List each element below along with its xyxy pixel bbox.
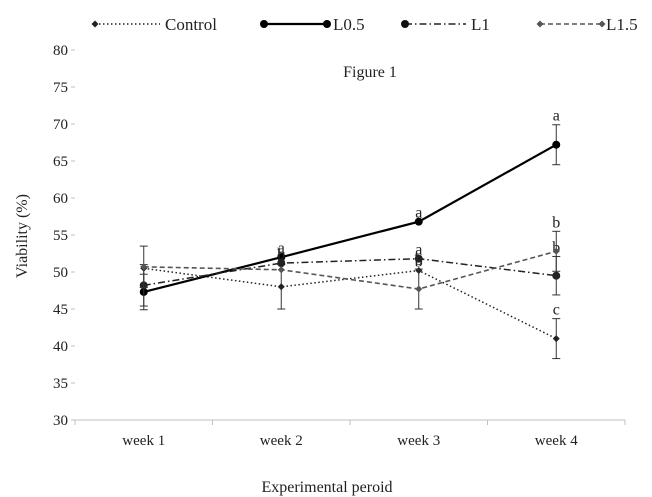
legend-label-l15: L1.5 [606,15,638,34]
x-axis-title: Experimental peroid [261,479,392,496]
y-tick-label: 50 [53,265,68,281]
data-point [277,266,285,274]
data-point [552,247,560,255]
legend-label-l1: L1 [471,15,490,34]
significance-label: a [278,240,285,257]
y-tick-label: 40 [53,339,68,355]
significance-label: b [415,252,423,269]
y-tick-label: 60 [53,191,68,207]
data-point [414,217,423,226]
data-point [552,271,561,280]
data-point [277,283,285,291]
data-point [414,254,423,263]
x-tick-label: week 2 [260,433,303,449]
significance-label: a [415,205,422,222]
legend-item-l15: L1.5 [536,15,638,34]
y-tick-label: 70 [53,117,68,133]
legend-marker-l1-left [401,20,409,28]
x-tick-label: week 4 [535,433,578,449]
series-line [143,143,557,294]
data-point [277,259,286,268]
y-tick-label: 75 [53,80,68,96]
significance-label: b [277,246,285,263]
significance-label: a [553,108,560,125]
x-axis: week 1 week 2 week 3 week 4 [74,420,626,449]
significance-label: c [553,302,560,319]
figure-label: Figure 1 [343,64,397,81]
x-tick-label: week 1 [122,433,165,449]
legend-marker-l15-right [598,20,606,28]
y-axis: 30 35 40 45 50 55 60 65 70 75 80 [53,43,75,429]
legend-marker-l05-right [323,20,331,28]
significance-label: b [552,214,560,231]
y-tick-label: 55 [53,228,68,244]
series-control: bbc [140,248,561,360]
legend-marker-control-left [91,20,99,28]
y-axis-title: Viability (%) [14,194,31,278]
legend-item-l05: L0.5 [260,15,365,34]
series-line [143,250,557,290]
legend-label-control: Control [165,15,217,34]
y-tick-label: 80 [53,43,68,59]
y-tick-label: 65 [53,154,68,170]
legend-marker-l15-left [536,20,544,28]
data-point [552,140,561,149]
y-tick-label: 35 [53,376,68,392]
legend-item-control: Control [91,15,217,34]
series-line [143,267,557,340]
legend-marker-l05-left [260,20,268,28]
significance-label: a [415,242,422,259]
y-tick-label: 30 [53,413,68,429]
plot-area: bbcaaababbbb [139,108,561,360]
significance-label: b [277,253,285,270]
data-point [415,285,423,293]
series-l1: bab [139,239,561,307]
data-point [277,253,286,262]
series-l15: b bb [139,214,561,310]
series-l05: a a a [139,108,561,311]
data-point [552,335,560,343]
data-point [140,263,148,271]
legend-item-l1: L1 [401,15,490,34]
legend: Control L0.5 L1 L1.5 [91,15,638,34]
series-line [143,257,557,287]
x-tick-label: week 3 [397,433,440,449]
legend-label-l05: L0.5 [333,15,365,34]
y-tick-label: 45 [53,302,68,318]
